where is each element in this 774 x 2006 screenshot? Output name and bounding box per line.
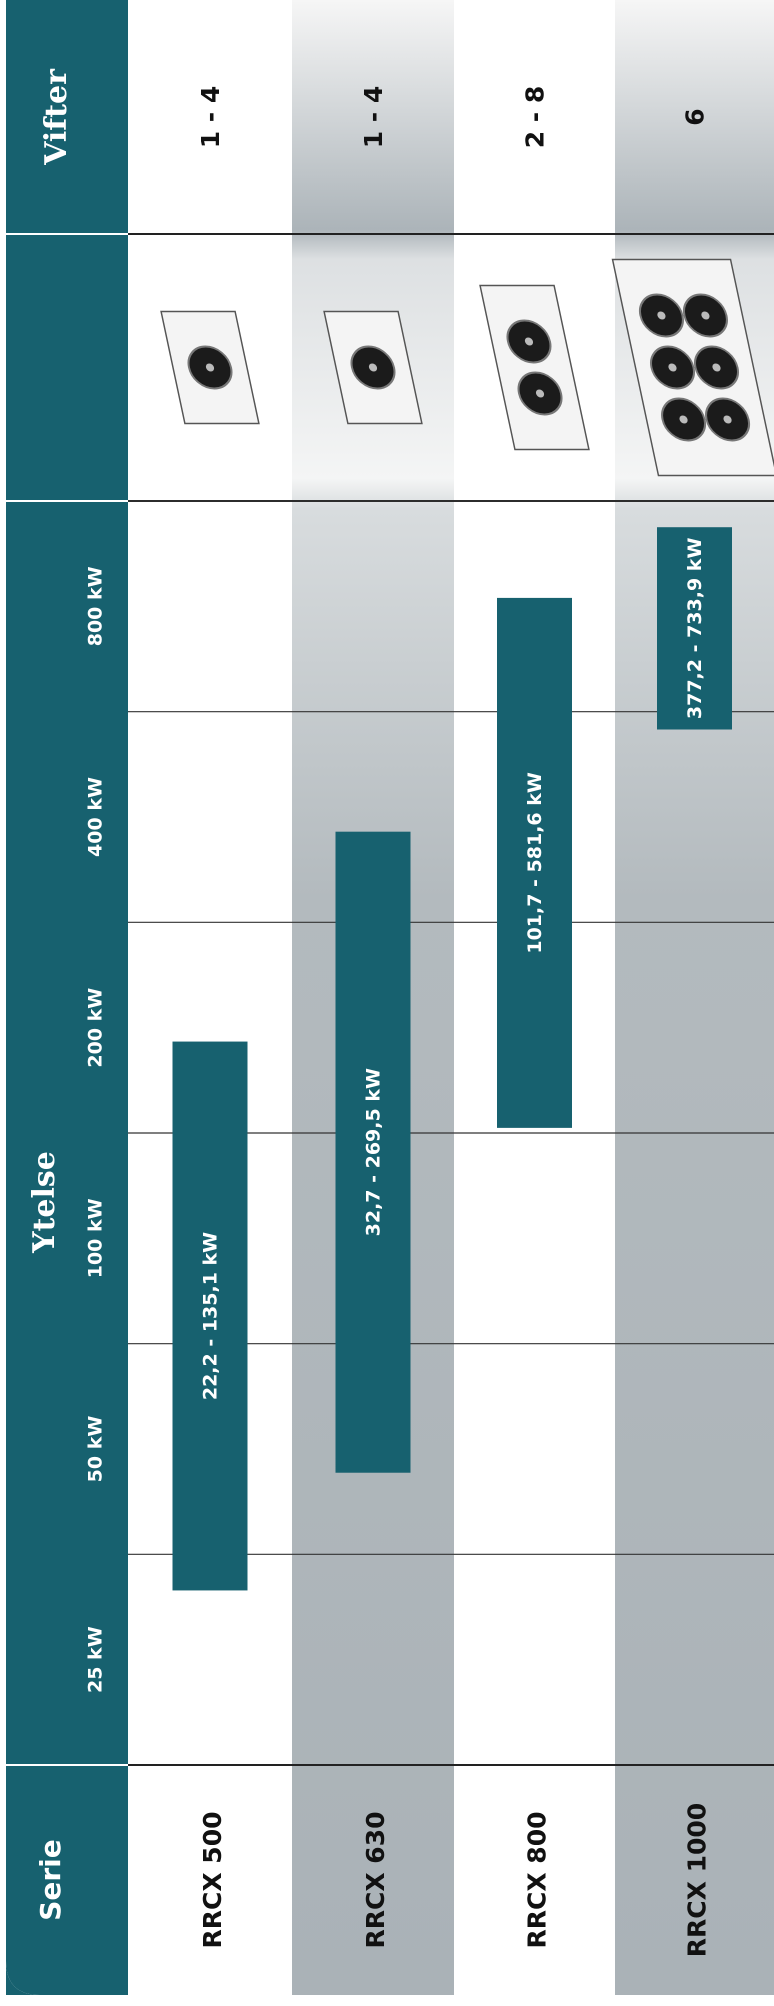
fan-count: 1 - 4 <box>359 86 388 149</box>
x-tick-label: 50 kW <box>85 1416 107 1483</box>
row-label: RRCX 630 <box>361 1811 390 1948</box>
bar-label: 101,7 - 581,6 kW <box>524 772 546 954</box>
row-label: RRCX 800 <box>523 1811 552 1948</box>
row-background <box>128 0 292 1995</box>
row-label: RRCX 1000 <box>683 1803 712 1957</box>
serie-header: Serie <box>34 1839 67 1921</box>
x-tick-label: 200 kW <box>85 988 107 1068</box>
bar-label: 377,2 - 733,9 kW <box>684 538 706 720</box>
bar-label: 22,2 - 135,1 kW <box>200 1232 222 1400</box>
chart: Serie Ytelse Vifter 25 kW 50 kW 100 kW 200 … <box>0 0 774 2006</box>
fan-count: 2 - 8 <box>521 86 550 149</box>
fan-header: Vifter <box>39 68 74 166</box>
chart-title: Ytelse <box>27 1151 62 1254</box>
header-corner <box>6 1961 128 1995</box>
rotated-table: Serie Ytelse Vifter 25 kW 50 kW 100 kW 200 … <box>6 0 774 1995</box>
x-tick-label: 25 kW <box>85 1626 107 1693</box>
row-label: RRCX 500 <box>198 1811 227 1948</box>
x-tick-label: 100 kW <box>85 1198 107 1278</box>
fan-count: 1 - 4 <box>196 86 225 149</box>
bar-label: 32,7 - 269,5 kW <box>363 1068 385 1236</box>
page: Serie Ytelse Vifter 25 kW 50 kW 100 kW 200 … <box>0 0 774 2006</box>
x-tick-label: 800 kW <box>85 566 107 646</box>
fan-count: 6 <box>681 108 710 125</box>
header-band <box>6 0 128 1995</box>
x-tick-label: 400 kW <box>85 777 107 857</box>
